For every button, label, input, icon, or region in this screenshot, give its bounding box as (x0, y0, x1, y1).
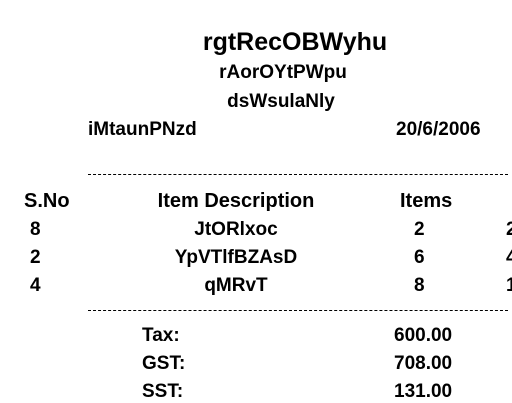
divider-top (88, 174, 508, 175)
row-1-description: JtORlxoc (194, 219, 278, 240)
receipt-date: 20/6/2006 (396, 119, 481, 140)
row-1-extra: 2 (506, 219, 512, 240)
tax-label: Tax: (142, 325, 180, 346)
row-3-items: 8 (414, 275, 425, 296)
header-sno: S.No (24, 190, 70, 212)
sst-value: 131.00 (394, 381, 453, 402)
gst-label: GST: (142, 353, 186, 374)
store-name: iMtaunPNzd (88, 119, 197, 140)
row-3-sno: 4 (30, 275, 41, 296)
row-1-items: 2 (414, 219, 425, 240)
row-3-extra: 1 (506, 275, 512, 296)
tax-value: 600.00 (394, 325, 453, 346)
row-2-sno: 2 (30, 247, 41, 268)
receipt-subtitle-2: dsWsulaNly (227, 91, 335, 112)
row-2-extra: 4 (506, 247, 512, 268)
row-2-items: 6 (414, 247, 425, 268)
sst-label: SST: (142, 381, 184, 402)
receipt-title: rgtRecOBWyhu (202, 28, 388, 56)
header-description: Item Description (157, 190, 315, 212)
divider-bottom (88, 310, 508, 311)
header-items: Items (400, 190, 453, 212)
row-2-description: YpVTlfBZAsD (174, 247, 298, 268)
row-1-sno: 8 (30, 219, 41, 240)
row-3-description: qMRvT (204, 275, 268, 296)
receipt-subtitle-1: rAorOYtPWpu (219, 62, 347, 83)
gst-value: 708.00 (394, 353, 453, 374)
